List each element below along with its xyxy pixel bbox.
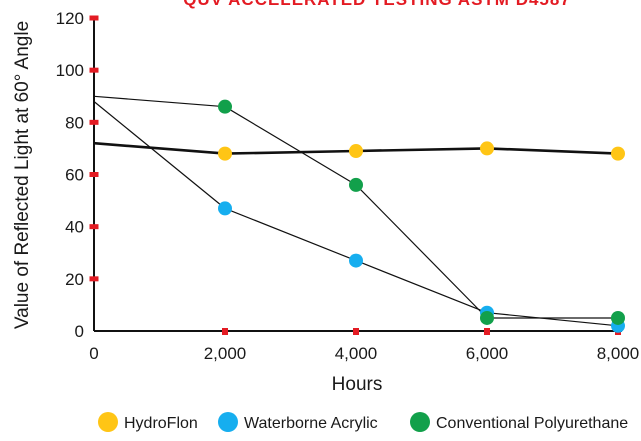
y-tick-mark bbox=[89, 172, 99, 177]
y-tick-label: 120 bbox=[56, 9, 84, 28]
data-point bbox=[218, 201, 232, 216]
x-tick-label: 2,000 bbox=[204, 344, 247, 363]
y-tick-mark bbox=[89, 224, 99, 230]
x-tick-label: 4,000 bbox=[335, 344, 378, 363]
y-tick-mark bbox=[89, 67, 99, 73]
series-points bbox=[218, 99, 625, 333]
x-tick-mark bbox=[353, 328, 359, 335]
legend-label: Conventional Polyurethane bbox=[436, 415, 628, 432]
y-tick-label: 20 bbox=[65, 270, 84, 289]
y-tick-label: 40 bbox=[65, 218, 84, 237]
legend-label: Waterborne Acrylic bbox=[244, 415, 378, 432]
x-tick-mark bbox=[222, 328, 228, 335]
series-lines bbox=[93, 95, 619, 327]
series-line-2 bbox=[93, 95, 618, 319]
y-axis-label: Value of Reflected Light at 60° Angle bbox=[12, 21, 33, 329]
legend-swatch bbox=[410, 412, 430, 432]
legend-swatch bbox=[218, 412, 238, 432]
legend: HydroFlon Waterborne Acrylic Conventional … bbox=[98, 412, 628, 432]
x-tick-label: 0 bbox=[89, 344, 98, 363]
x-tick-mark bbox=[484, 328, 490, 335]
data-point bbox=[611, 146, 625, 161]
data-point bbox=[349, 144, 363, 159]
y-tick-label: 0 bbox=[75, 322, 84, 341]
chart-title: QUV ACCELERATED TESTING ASTM D4587 bbox=[183, 0, 571, 9]
data-point bbox=[349, 253, 363, 268]
tick-labels: 0 20 40 60 80 100 120 0 2,000 4,000 6,000 8,000 bbox=[56, 9, 640, 363]
y-tick-label: 80 bbox=[65, 113, 84, 132]
data-point bbox=[349, 177, 363, 192]
y-tick-mark bbox=[89, 15, 99, 21]
y-tick-mark bbox=[89, 276, 99, 282]
data-point bbox=[611, 310, 625, 325]
data-point bbox=[480, 310, 494, 325]
data-point bbox=[480, 141, 494, 156]
x-tick-label: 8,000 bbox=[597, 344, 640, 363]
x-axis-label: Hours bbox=[332, 374, 383, 395]
legend-swatch bbox=[98, 412, 118, 432]
x-tick-label: 6,000 bbox=[466, 344, 509, 363]
axes bbox=[89, 15, 622, 335]
y-tick-label: 100 bbox=[56, 61, 84, 80]
y-tick-label: 60 bbox=[65, 166, 84, 185]
series-line-1 bbox=[93, 101, 619, 327]
legend-label: HydroFlon bbox=[124, 415, 198, 432]
data-point bbox=[218, 146, 232, 161]
y-tick-mark bbox=[89, 119, 99, 125]
data-point bbox=[218, 99, 232, 114]
